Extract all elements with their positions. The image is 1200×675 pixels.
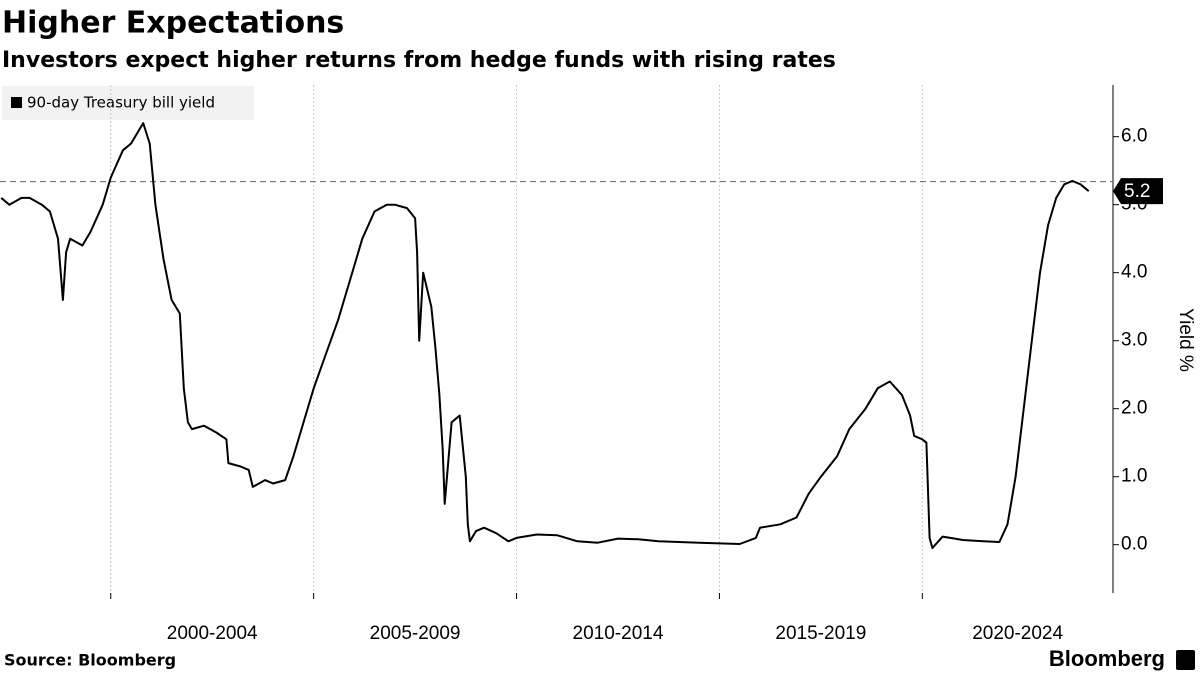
y-tick-label: 4.0 — [1121, 262, 1147, 283]
chart-title: Higher Expectations — [2, 6, 344, 41]
x-tick-label: 2020-2024 — [972, 623, 1063, 644]
source: Source: Bloomberg — [4, 651, 176, 670]
legend-label: 90-day Treasury bill yield — [27, 94, 215, 112]
y-tick-label: 1.0 — [1121, 466, 1147, 487]
line-series — [0, 122, 1090, 550]
y-tick-label: 3.0 — [1121, 330, 1147, 351]
legend-swatch — [11, 97, 22, 108]
last-value-box — [1113, 178, 1163, 205]
x-tick-label: 2000-2004 — [167, 623, 258, 644]
brand: Bloomberg — [1049, 646, 1165, 671]
y-tick-label: 0.0 — [1121, 534, 1147, 555]
y-tick-label: 6.0 — [1121, 126, 1147, 147]
x-tick-label: 2005-2009 — [370, 623, 461, 644]
y-axis-label: Yield % — [1175, 308, 1196, 372]
y-tick-label: 2.0 — [1121, 398, 1147, 419]
brand-icon — [1176, 650, 1195, 670]
x-tick-label: 2015-2019 — [775, 623, 866, 644]
last-value-label: 5.2 — [1124, 181, 1150, 202]
legend-box — [2, 86, 254, 120]
x-tick-label: 2010-2014 — [573, 623, 664, 644]
chart-subtitle: Investors expect higher returns from hed… — [2, 48, 836, 73]
